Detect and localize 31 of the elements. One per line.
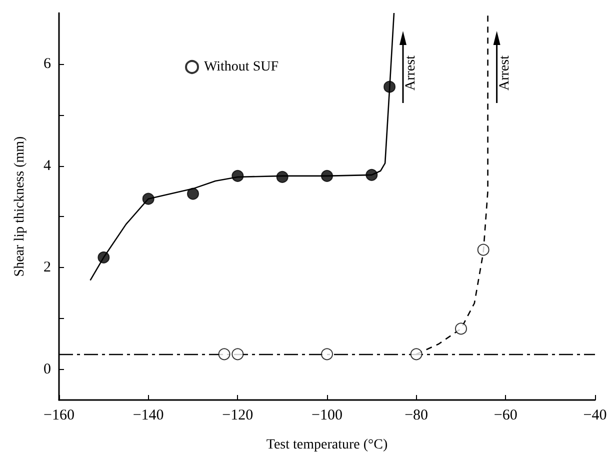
point (321, 348, 333, 360)
legend-label: Without SUF (204, 60, 279, 74)
point (142, 192, 154, 205)
line-series (90, 12, 395, 281)
point (276, 170, 288, 183)
point (218, 348, 230, 360)
x-tick-label: −60 (494, 408, 518, 424)
point (366, 168, 378, 181)
point (384, 80, 396, 93)
x-axis-title: Test temperature (°C) (266, 438, 388, 452)
x-tick-label: −140 (132, 408, 164, 424)
x-tick-label: −120 (222, 408, 254, 424)
point (232, 170, 244, 182)
x-tick-label: −100 (312, 408, 342, 424)
point (455, 322, 467, 335)
point (410, 348, 422, 360)
y-axis-title: Shear lip thickness (mm) (12, 136, 28, 277)
point (321, 170, 333, 182)
y-tick-label: 6 (44, 56, 52, 72)
annotation: Arrest (497, 55, 512, 90)
point (187, 188, 199, 200)
x-tick-label: −40 (583, 408, 607, 424)
point (98, 251, 110, 264)
annotation: Arrest (404, 55, 418, 90)
x-tick-label: −80 (404, 408, 428, 424)
point (477, 244, 490, 256)
point (232, 348, 244, 360)
y-tick-label: 2 (44, 260, 51, 276)
y-tick-label: 4 (44, 158, 52, 174)
x-tick-label: −160 (44, 408, 74, 424)
y-tick-label: 0 (44, 361, 51, 378)
